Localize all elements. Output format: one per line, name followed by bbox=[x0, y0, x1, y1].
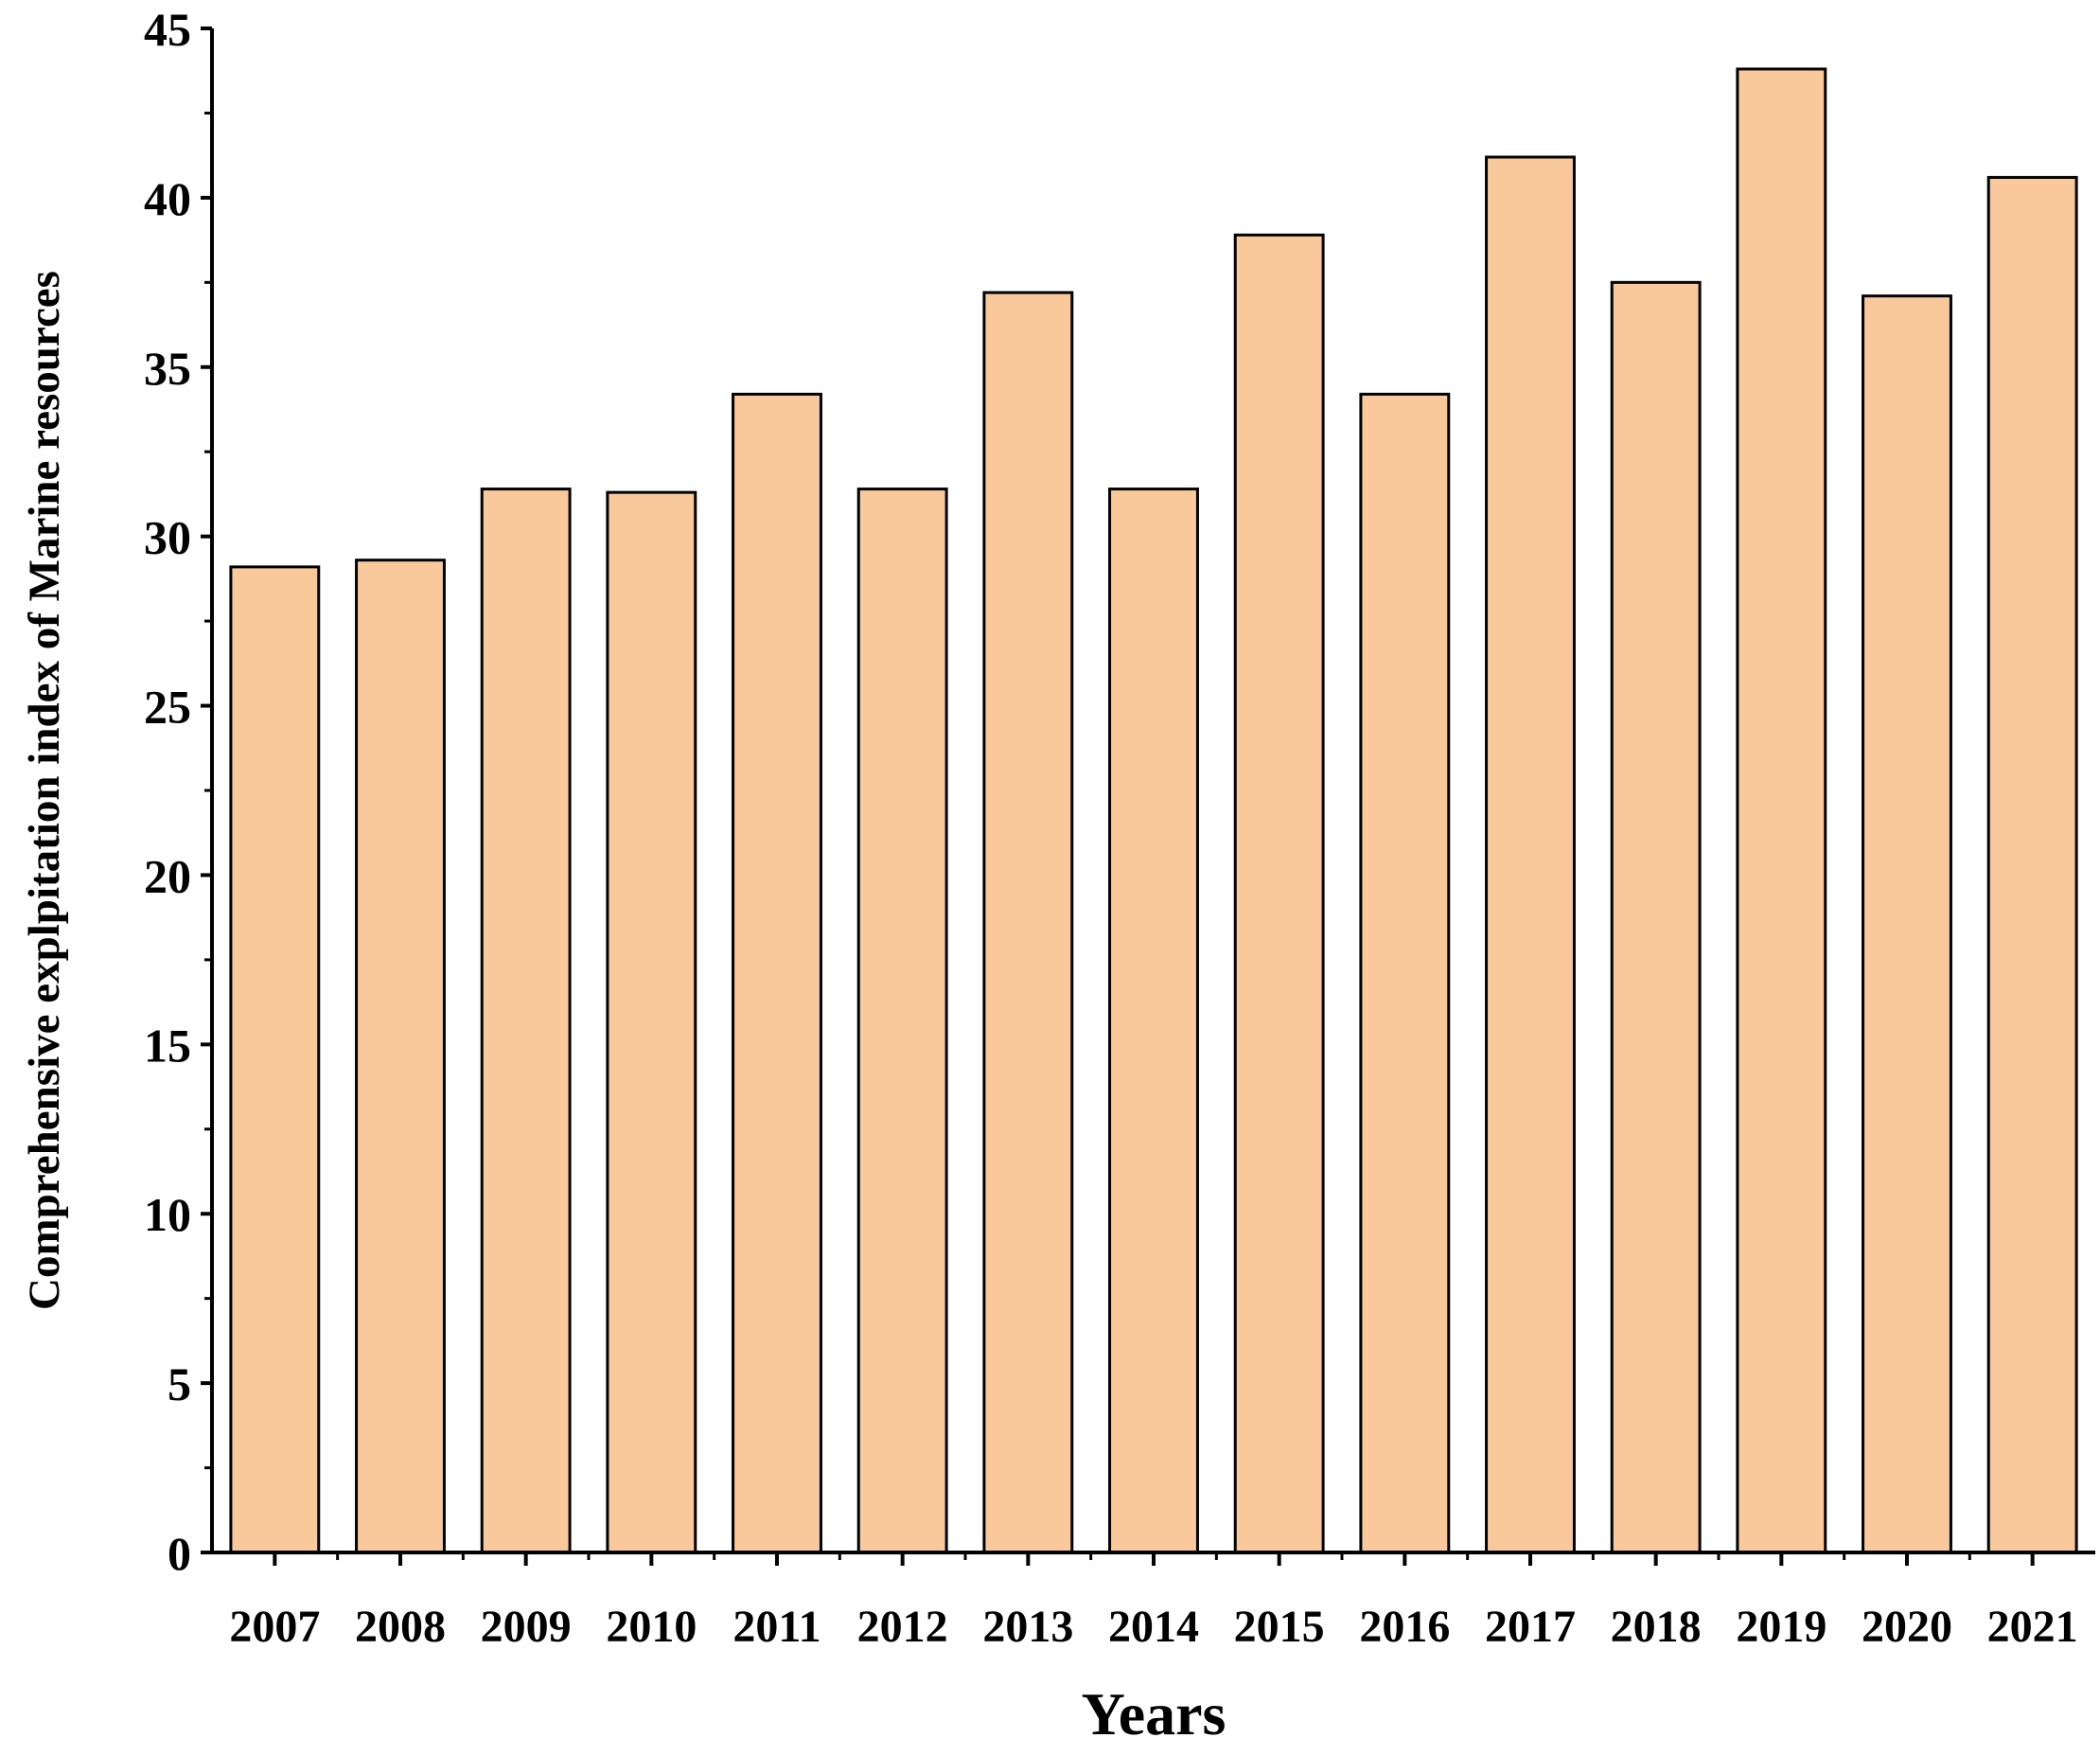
x-axis-title: Years bbox=[1082, 1680, 1226, 1747]
y-ticks-layer: 0 5 10 15 20 25 30 35 40 45 bbox=[144, 3, 212, 1580]
y-tick-label: 10 bbox=[144, 1188, 191, 1241]
x-tick-label: 2014 bbox=[1108, 1602, 1199, 1652]
x-tick-label: 2010 bbox=[606, 1602, 697, 1652]
bar-2013 bbox=[982, 291, 1074, 1554]
bar-2007 bbox=[229, 565, 321, 1554]
bar-2012 bbox=[856, 488, 948, 1554]
x-tick-label: 2018 bbox=[1611, 1602, 1702, 1652]
x-tick-label: 2020 bbox=[1862, 1602, 1952, 1652]
bar-2018 bbox=[1610, 280, 1702, 1554]
y-tick-label: 25 bbox=[144, 681, 191, 734]
y-tick-label: 5 bbox=[168, 1357, 191, 1410]
y-tick-label: 45 bbox=[144, 3, 191, 56]
x-tick-label: 2016 bbox=[1359, 1602, 1450, 1652]
bar-2019 bbox=[1736, 67, 1827, 1554]
bar-2009 bbox=[480, 488, 572, 1554]
bar-2008 bbox=[355, 559, 446, 1554]
bar-2015 bbox=[1233, 233, 1325, 1554]
x-tick-label: 2021 bbox=[1987, 1602, 2078, 1652]
x-ticks-layer: 2007 2008 2009 2010 2011 2012 2013 2014 2015 2016… bbox=[229, 1552, 2078, 1652]
x-tick-label: 2017 bbox=[1485, 1602, 1576, 1652]
x-tick-label: 2015 bbox=[1234, 1602, 1325, 1652]
bar-2016 bbox=[1359, 392, 1451, 1554]
x-tick-label: 2008 bbox=[355, 1602, 446, 1652]
bars-layer bbox=[229, 67, 2078, 1554]
y-tick-label: 35 bbox=[144, 342, 191, 395]
bar-2011 bbox=[732, 392, 822, 1554]
x-tick-label: 2009 bbox=[481, 1602, 572, 1652]
y-tick-label: 30 bbox=[144, 511, 191, 564]
bar-2021 bbox=[1986, 175, 2078, 1554]
y-tick-label: 0 bbox=[168, 1527, 191, 1580]
y-axis-title: Comprehensive explpitation index of Mari… bbox=[20, 271, 69, 1310]
bar-2017 bbox=[1485, 155, 1576, 1554]
x-tick-label: 2012 bbox=[857, 1602, 948, 1652]
bar-2014 bbox=[1108, 488, 1199, 1554]
y-tick-label: 40 bbox=[144, 172, 191, 225]
bar-2020 bbox=[1862, 294, 1952, 1554]
x-tick-label: 2007 bbox=[229, 1602, 320, 1652]
x-tick-label: 2019 bbox=[1736, 1602, 1826, 1652]
x-tick-label: 2013 bbox=[982, 1602, 1073, 1652]
bar-2010 bbox=[606, 490, 697, 1554]
y-tick-label: 15 bbox=[144, 1019, 191, 1072]
y-tick-label: 20 bbox=[144, 849, 191, 902]
x-tick-label: 2011 bbox=[732, 1602, 821, 1652]
